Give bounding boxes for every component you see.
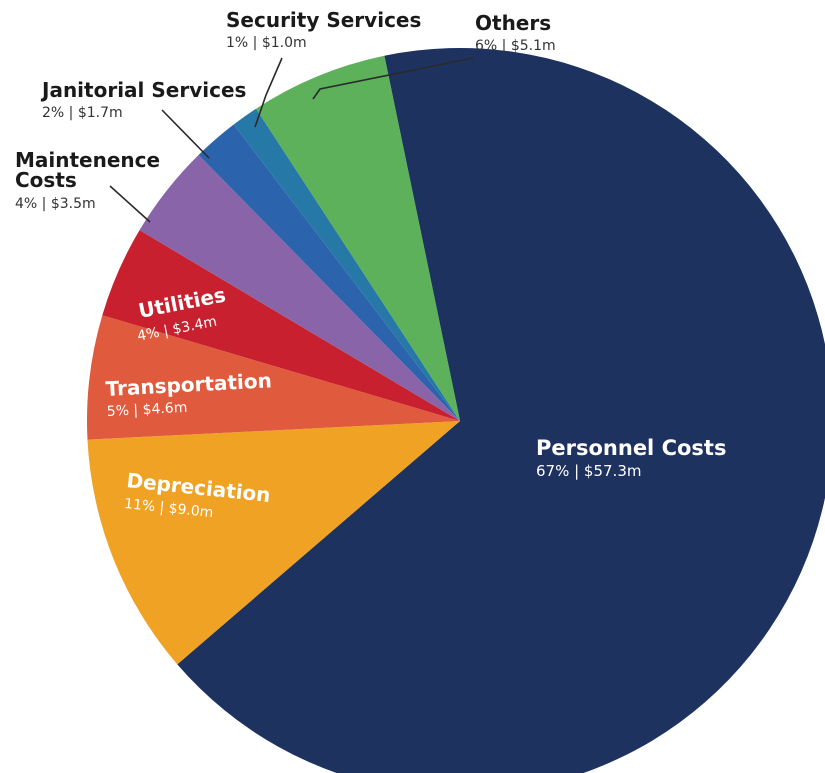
slice-value-security-services: 1% | $1.0m — [226, 35, 307, 51]
slice-personnel-costs — [177, 48, 825, 773]
slice-others — [256, 55, 460, 421]
slice-transportation — [87, 315, 460, 440]
slice-value-transportation: 5% | $4.6m — [106, 400, 187, 420]
slice-value-janitorial-services: 2% | $1.7m — [42, 105, 123, 121]
label-others: Others 6% | $5.1m — [475, 11, 556, 54]
label-janitorial-services: Janitorial Services 2% | $1.7m — [40, 78, 246, 121]
pie-slices — [87, 48, 825, 773]
slice-depreciation — [87, 421, 460, 665]
slice-value-maintenence-costs: 4% | $3.5m — [15, 196, 96, 212]
slice-name-others: Others — [475, 11, 551, 35]
slice-name-personnel-costs: Personnel Costs — [536, 436, 726, 460]
slice-janitorial-services — [198, 124, 461, 421]
slice-value-personnel-costs: 67% | $57.3m — [536, 462, 641, 480]
slice-maintenence-costs — [139, 154, 460, 421]
label-personnel-costs: Personnel Costs 67% | $57.3m — [536, 436, 726, 480]
label-security-services: Security Services 1% | $1.0m — [226, 8, 421, 51]
slice-value-others: 6% | $5.1m — [475, 38, 556, 54]
label-maintenence-costs: Maintenence Costs 4% | $3.5m — [15, 148, 160, 212]
slice-name-security-services: Security Services — [226, 8, 421, 32]
slice-utilities — [102, 230, 460, 421]
slice-name-janitorial-services: Janitorial Services — [40, 78, 246, 102]
leader-line-others — [312, 57, 474, 100]
leader-line-janitorial-services — [161, 109, 210, 159]
leader-line-maintenence-costs — [109, 185, 151, 223]
slice-name-maintenence-costs: Maintenence Costs — [15, 148, 160, 192]
slice-security-services — [233, 108, 460, 421]
leader-lines — [109, 57, 474, 223]
leader-line-security-services — [254, 57, 283, 128]
